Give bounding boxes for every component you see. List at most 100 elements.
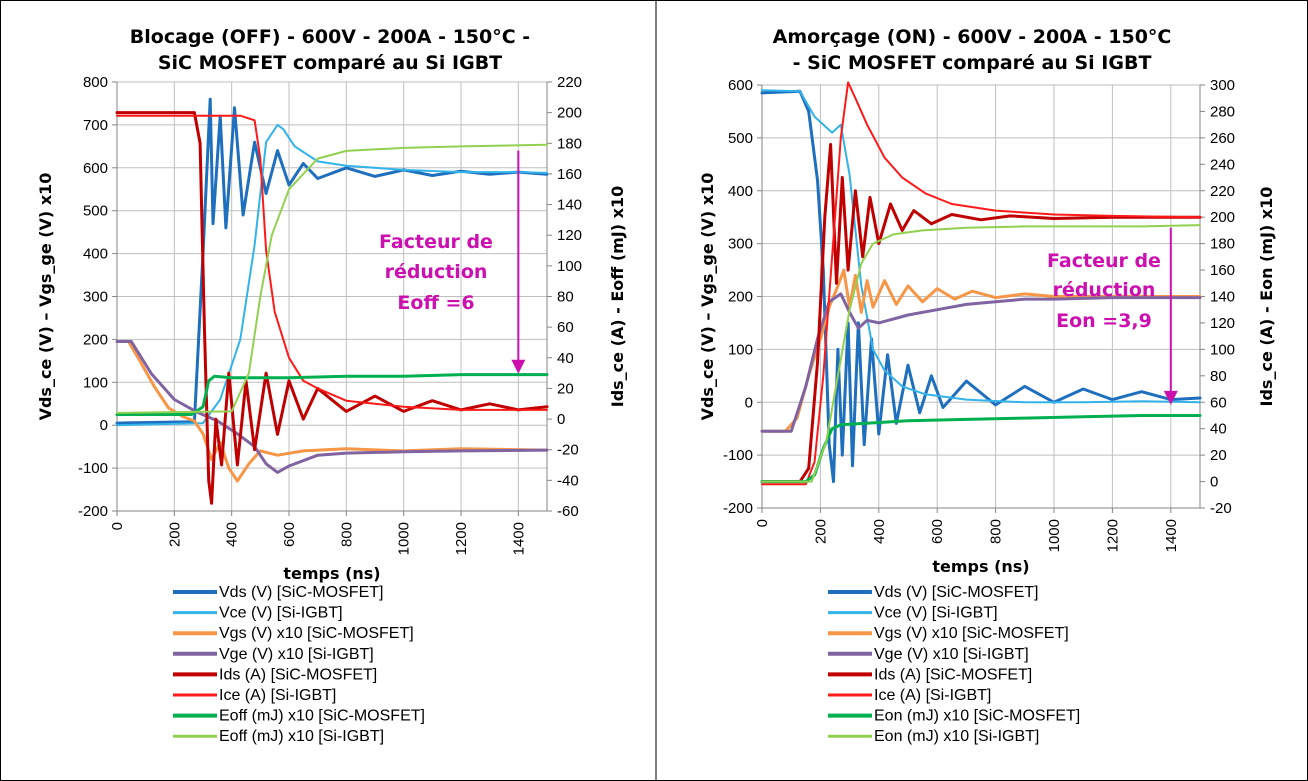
legend-label: Vgs (V) x10 [SiC-MOSFET]	[874, 625, 1069, 642]
y2-tick-label: 80	[557, 289, 574, 306]
series-line	[116, 114, 548, 411]
series-line	[115, 373, 549, 416]
legend-label: Vds (V) [SiC-MOSFET]	[874, 584, 1038, 601]
legend-label: Vge (V) x10 [Si-IGBT]	[874, 646, 1029, 663]
legend-label: Eoff (mJ) x10 [SiC-MOSFET]	[219, 708, 425, 725]
x-tick-label: 400	[871, 519, 888, 544]
x-axis-label: temps (ns)	[932, 557, 1029, 576]
x-tick-label: 600	[929, 519, 946, 544]
x-tick-label: 800	[988, 519, 1005, 544]
x-tick-label: 600	[281, 522, 298, 547]
annotation-arrow-head	[511, 359, 526, 374]
y2-tick-label: 180	[557, 135, 582, 152]
series-line	[761, 224, 1201, 483]
x-tick-label: 200	[166, 522, 183, 547]
chart-amorcage-on: Amorçage (ON) - 600V - 200A - 150°C - SiC…	[698, 26, 1276, 745]
y2-tick-label: -60	[557, 503, 579, 520]
y2-tick-label: 300	[1210, 77, 1235, 94]
y2-tick-label: -40	[557, 472, 579, 489]
x-tick-label: 400	[224, 522, 241, 547]
y2-tick-label: 60	[1210, 394, 1227, 411]
x-tick-label: 1400	[1163, 519, 1180, 552]
y-tick-label: 600	[83, 160, 108, 177]
x-tick-label: 1400	[510, 522, 527, 555]
y2-tick-label: 80	[1210, 368, 1227, 385]
y2-tick-label: 140	[557, 197, 582, 214]
x-tick-label: 1000	[396, 522, 413, 555]
legend-label: Ids (A) [SiC-MOSFET]	[219, 666, 377, 683]
chart-title-line: - SiC MOSFET comparé au Si IGBT	[793, 52, 1152, 74]
y2-tick-label: 60	[557, 319, 574, 336]
y2-axis-label: Ids_ce (A) - Eoff (mJ) x10	[608, 186, 627, 407]
y-tick-label: -200	[723, 500, 753, 517]
y2-tick-label: 240	[1210, 156, 1235, 173]
y2-tick-label: 20	[1210, 447, 1227, 464]
x-tick-label: 1000	[1046, 519, 1063, 552]
legend-label: Vds (V) [SiC-MOSFET]	[219, 584, 383, 601]
y2-tick-label: 20	[557, 380, 574, 397]
annotation-text: réduction	[1053, 279, 1156, 301]
legend-label: Vce (V) [Si-IGBT]	[874, 605, 998, 622]
y2-tick-label: 120	[557, 227, 582, 244]
y2-tick-label: 180	[1210, 236, 1235, 253]
series-line	[760, 292, 1202, 433]
y-tick-label: 400	[728, 183, 753, 200]
y-tick-label: 700	[83, 117, 108, 134]
y2-tick-label: 200	[1210, 209, 1235, 226]
x-axis-label: temps (ns)	[283, 564, 380, 583]
y2-tick-label: 40	[1210, 421, 1227, 438]
legend-label: Eon (mJ) x10 [Si-IGBT]	[874, 728, 1039, 745]
y2-tick-label: 220	[1210, 183, 1235, 200]
y2-tick-label: 100	[557, 258, 582, 275]
y-tick-label: 0	[745, 394, 753, 411]
y-tick-label: 200	[728, 289, 753, 306]
y-tick-label: -100	[723, 447, 753, 464]
y2-tick-label: 160	[1210, 262, 1235, 279]
y-tick-label: 600	[728, 77, 753, 94]
series-line	[115, 111, 549, 505]
y-tick-label: 100	[728, 341, 753, 358]
y2-tick-label: 100	[1210, 341, 1235, 358]
legend-label: Ids (A) [SiC-MOSFET]	[874, 666, 1032, 683]
y-tick-label: -200	[78, 503, 108, 520]
y2-tick-label: -20	[1210, 500, 1232, 517]
annotation-text: Facteur de	[1047, 250, 1161, 272]
x-tick-label: 1200	[453, 522, 470, 555]
y2-tick-label: 140	[1210, 289, 1235, 306]
annotation-text: Eoff =6	[397, 292, 474, 314]
y2-axis-label: Ids_ce (A) - Eon (mJ) x10	[1257, 187, 1276, 407]
annotation-text: réduction	[385, 261, 488, 283]
series-line	[115, 340, 549, 474]
y-tick-label: 500	[83, 203, 108, 220]
y-tick-label: -100	[78, 460, 108, 477]
y-tick-label: 300	[83, 289, 108, 306]
x-tick-label: 200	[812, 519, 829, 544]
y2-tick-label: 200	[557, 105, 582, 122]
legend-label: Ice (A) [Si-IGBT]	[219, 687, 336, 704]
series-line	[760, 143, 1202, 484]
x-tick-label: 0	[754, 519, 771, 527]
series-line	[761, 81, 1201, 486]
x-tick-label: 800	[338, 522, 355, 547]
y2-tick-label: -20	[557, 442, 579, 459]
y-tick-label: 800	[83, 74, 108, 91]
y-tick-label: 100	[83, 374, 108, 391]
x-tick-label: 0	[109, 522, 126, 530]
y2-tick-label: 280	[1210, 103, 1235, 120]
series-line	[760, 89, 1202, 484]
x-tick-label: 1200	[1104, 519, 1121, 552]
series-line	[761, 89, 1201, 404]
y-tick-label: 200	[83, 331, 108, 348]
chart-title-line: SiC MOSFET comparé au Si IGBT	[158, 52, 502, 74]
annotation-arrow-head	[1163, 390, 1178, 405]
legend-label: Eon (mJ) x10 [SiC-MOSFET]	[874, 708, 1080, 725]
y-tick-label: 400	[83, 246, 108, 263]
legend-label: Vge (V) x10 [Si-IGBT]	[219, 646, 374, 663]
y2-tick-label: 0	[557, 411, 565, 428]
y2-tick-label: 220	[557, 74, 582, 91]
series-line	[115, 340, 549, 483]
series-line	[116, 143, 548, 414]
y2-tick-label: 160	[557, 166, 582, 183]
legend-label: Vce (V) [Si-IGBT]	[219, 605, 343, 622]
